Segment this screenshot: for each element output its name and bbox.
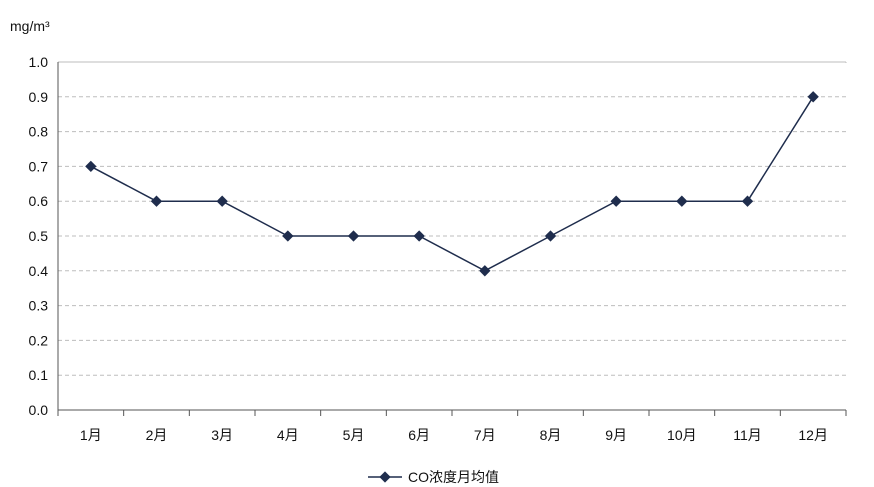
data-point bbox=[347, 230, 360, 242]
series-co bbox=[85, 91, 819, 277]
x-tick-label: 8月 bbox=[540, 427, 562, 443]
legend-marker-icon bbox=[368, 471, 402, 483]
x-tick-label: 7月 bbox=[474, 427, 496, 443]
data-point bbox=[413, 230, 425, 242]
x-tick-label: 10月 bbox=[667, 427, 697, 443]
y-tick-label: 0.2 bbox=[29, 332, 49, 348]
x-tick-label: 2月 bbox=[146, 427, 168, 443]
y-tick-label: 1.0 bbox=[29, 54, 49, 70]
data-point bbox=[807, 91, 819, 103]
x-tick-label: 5月 bbox=[343, 427, 365, 443]
y-tick-label: 0.1 bbox=[29, 367, 49, 383]
y-tick-label: 0.6 bbox=[29, 193, 49, 209]
legend-label: CO浓度月均值 bbox=[408, 469, 499, 485]
x-tick-label: 11月 bbox=[733, 427, 762, 443]
y-tick-label: 0.5 bbox=[29, 228, 49, 244]
y-tick-label: 0.7 bbox=[29, 158, 49, 174]
x-tick-label: 4月 bbox=[277, 427, 299, 443]
data-point bbox=[216, 195, 228, 207]
data-point bbox=[610, 195, 622, 207]
y-tick-label: 0.0 bbox=[29, 402, 49, 418]
data-point bbox=[150, 195, 163, 207]
y-tick-label: 0.4 bbox=[29, 263, 49, 279]
legend: CO浓度月均值 bbox=[368, 468, 499, 486]
x-axis-ticks: 1月 2月 3月 4月 5月 6月 7月 8月 9月 10月 11月 12月 bbox=[57, 410, 847, 443]
x-tick-label: 1月 bbox=[80, 427, 102, 443]
y-tick-label: 0.9 bbox=[29, 89, 49, 105]
x-tick-label: 9月 bbox=[605, 427, 627, 443]
data-point bbox=[741, 195, 754, 207]
x-tick-label: 3月 bbox=[211, 427, 233, 443]
data-point bbox=[85, 160, 97, 173]
y-axis-ticks: 0.0 0.1 0.2 0.3 0.4 0.5 0.6 0.7 0.8 0.9 1.0 bbox=[29, 54, 49, 418]
data-point bbox=[479, 265, 491, 277]
y-tick-label: 0.3 bbox=[29, 298, 49, 314]
y-axis-unit-label: mg/m³ bbox=[10, 18, 50, 34]
data-point bbox=[544, 230, 557, 242]
x-tick-label: 6月 bbox=[408, 427, 430, 443]
x-tick-label: 12月 bbox=[798, 427, 828, 443]
series-line bbox=[90, 96, 814, 272]
data-point bbox=[282, 230, 294, 242]
grid-lines bbox=[58, 61, 846, 376]
y-tick-label: 0.8 bbox=[29, 124, 49, 140]
data-point bbox=[676, 195, 688, 207]
